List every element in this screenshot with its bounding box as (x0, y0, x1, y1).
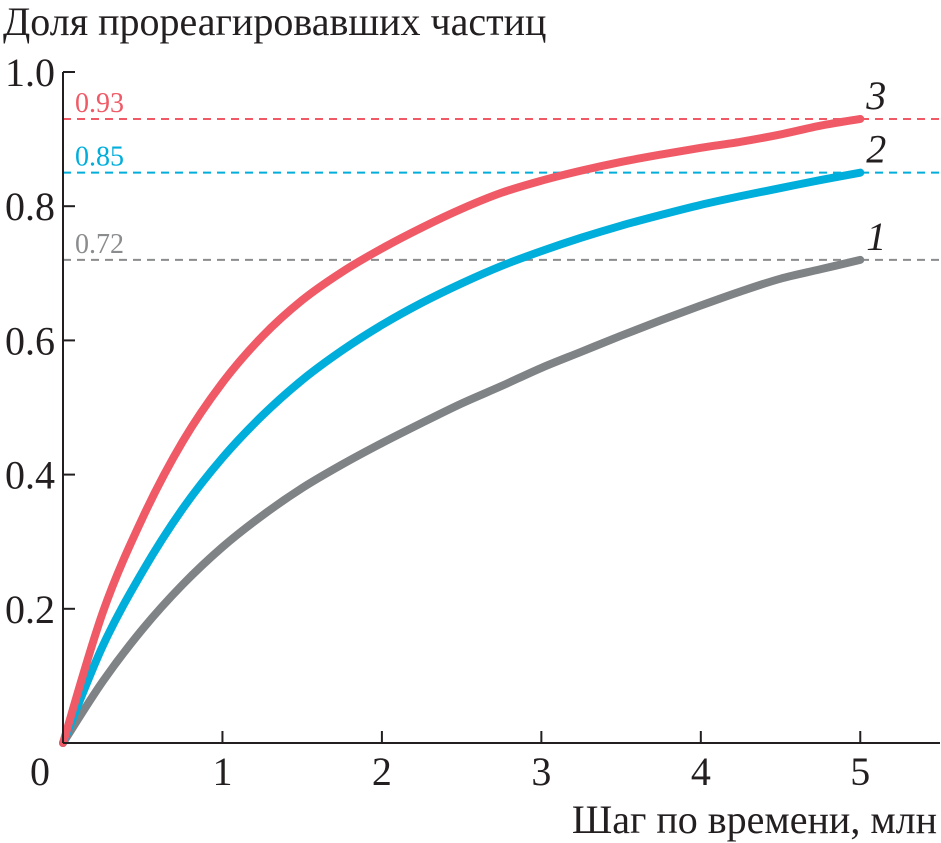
x-axis-title: Шаг по времени, млн (572, 797, 937, 842)
x-tick-label: 1 (212, 749, 232, 794)
y-tick-label: 0.8 (5, 184, 55, 229)
curve-label-2: 2 (866, 127, 886, 172)
x-ticks-group: 0 1 2 3 4 5 (30, 731, 870, 794)
x-tick-label: 0 (30, 749, 50, 794)
y-tick-label: 0.4 (5, 453, 55, 498)
x-tick-label: 5 (850, 749, 870, 794)
reference-lines-group: 0.93 0.85 0.72 (63, 88, 940, 261)
series-line-2 (59, 168, 865, 747)
y-ticks-group: 0.2 0.4 0.6 0.8 1.0 (5, 50, 75, 632)
reference-line-label: 0.72 (75, 229, 124, 260)
y-tick-label: 0.2 (5, 587, 55, 632)
y-tick-label: 1.0 (5, 50, 55, 95)
reference-line-label: 0.93 (75, 88, 124, 119)
x-tick-label: 3 (531, 749, 551, 794)
curve-labels-group: 1 2 3 (865, 73, 886, 259)
curve-label-3: 3 (865, 73, 886, 118)
axes-group (62, 72, 940, 744)
x-tick-label: 4 (691, 749, 711, 794)
x-tick-label: 2 (372, 749, 392, 794)
y-axis-title: Доля прореагировавших частиц (3, 0, 546, 44)
curve-label-1: 1 (866, 214, 886, 259)
series-line-3 (59, 114, 865, 747)
series-line-1 (59, 255, 865, 747)
y-tick-label: 0.6 (5, 318, 55, 363)
series-group (59, 114, 865, 747)
reference-line-label: 0.85 (75, 142, 124, 173)
